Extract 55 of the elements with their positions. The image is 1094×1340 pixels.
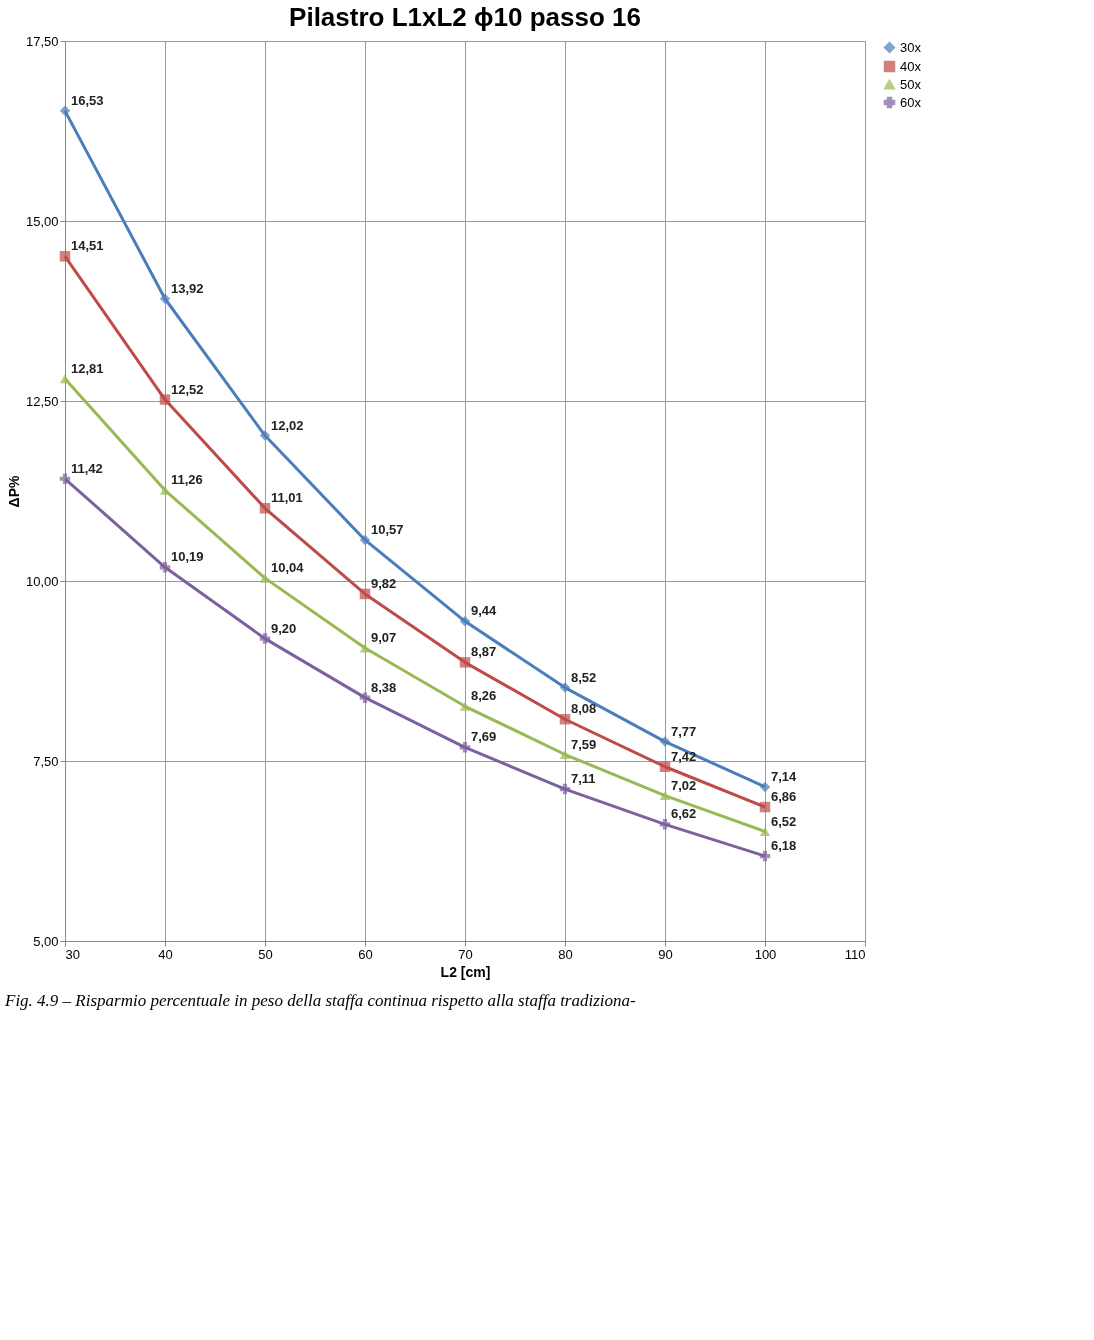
x-tick-label: 50 [258,946,273,962]
data-label: 12,81 [71,360,104,376]
legend-label: 40x [900,58,922,74]
data-label: 7,11 [571,771,596,787]
data-label: 16,53 [71,92,104,108]
data-label: 12,52 [171,381,204,397]
x-tick-label: 30 [65,946,80,962]
data-label: 9,82 [371,575,397,591]
data-label: 6,86 [771,789,797,805]
x-tick-label: 60 [358,946,373,962]
data-label: 9,20 [271,620,297,636]
data-label: 8,26 [471,688,497,704]
y-tick-label: 10,00 [25,573,59,589]
data-label: 8,52 [571,669,597,685]
data-label: 13,92 [171,280,204,296]
data-label: 10,57 [371,521,404,537]
y-tick-label: 5,00 [33,933,59,949]
chart-title: Pilastro L1xL2 ϕ10 passo 16 [289,2,641,32]
y-tick-label: 15,00 [25,213,59,229]
x-tick-label: 90 [658,946,673,962]
data-label: 8,38 [371,679,397,695]
x-axis-title: L2 [cm] [440,963,491,980]
y-tick-label: 12,50 [25,393,59,409]
y-tick-label: 7,50 [33,753,59,769]
data-label: 8,08 [571,701,597,717]
legend-label: 50x [900,76,922,92]
data-label: 7,77 [671,723,697,739]
legend-label: 30x [900,39,922,55]
data-label: 7,42 [671,748,697,764]
data-label: 10,19 [171,549,204,565]
data-label: 8,87 [471,644,497,660]
x-tick-label: 40 [158,946,173,962]
y-tick-label: 17,50 [25,33,59,49]
data-label: 6,52 [771,813,797,829]
data-label: 12,02 [271,417,304,433]
x-tick-label: 110 [844,946,866,962]
data-label: 11,42 [71,460,103,476]
legend-label: 60x [900,94,922,110]
x-tick-label: 100 [754,946,777,962]
data-label: 11,26 [171,472,203,488]
data-label: 6,62 [671,806,697,822]
data-label: 7,69 [471,729,497,745]
data-label: 9,44 [471,603,498,619]
data-label: 6,18 [771,838,797,854]
data-label: 11,01 [271,490,303,506]
data-label: 10,04 [271,560,305,576]
data-label: 9,07 [371,629,397,645]
data-label: 7,02 [671,777,697,793]
data-label: 7,14 [771,768,798,784]
x-tick-label: 80 [558,946,573,962]
y-axis-title: ΔP% [5,475,22,508]
data-label: 14,51 [71,238,104,254]
data-label: 7,59 [571,736,597,752]
caption: Fig. 4.9 – Risparmio percentuale in peso della staffa continua rispetto alla staffa tradiziona- [4,991,637,1010]
x-tick-label: 70 [458,946,473,962]
